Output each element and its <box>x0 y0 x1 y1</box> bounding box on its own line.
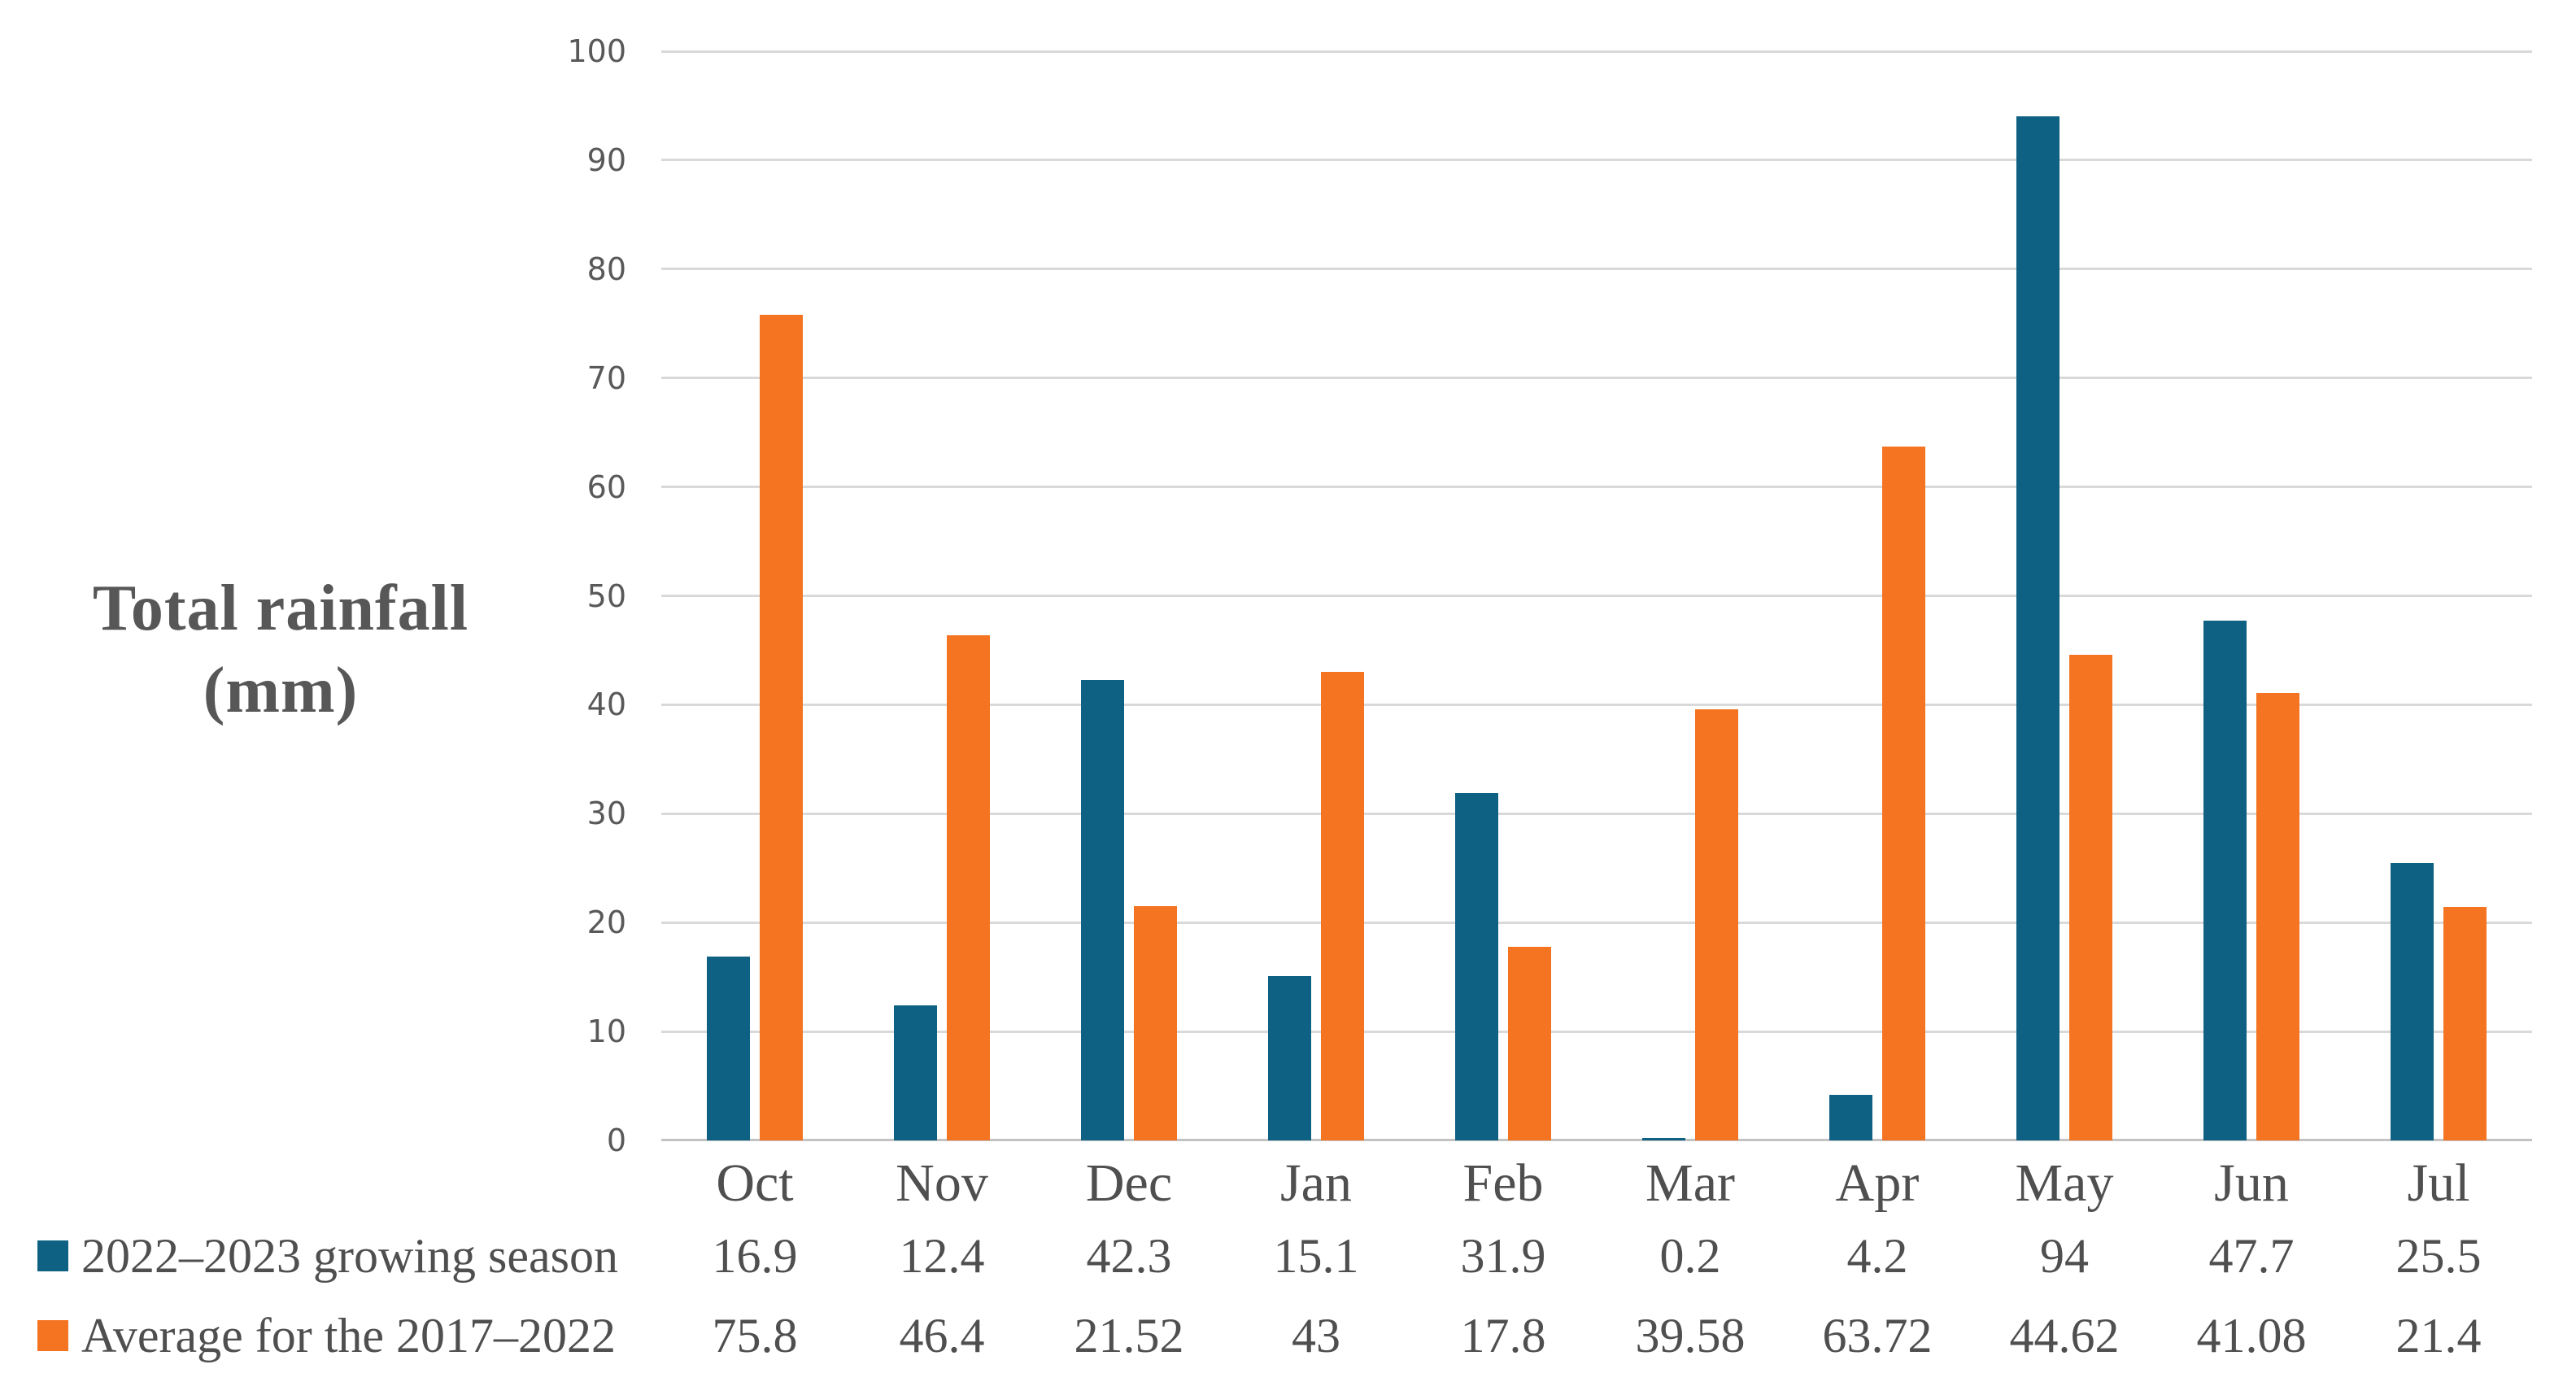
x-axis-label-jun: Jun <box>2214 1153 2289 1213</box>
bar-2022-2023-growing-season-feb <box>1455 792 1498 1140</box>
table-value-average-2017-2022-jun: 41.08 <box>2196 1309 2307 1362</box>
gridline-90 <box>661 159 2532 162</box>
y-axis-tick-label-10: 10 <box>586 1014 626 1050</box>
y-axis-tick-label-0: 0 <box>606 1123 626 1158</box>
table-value-average-2017-2022-apr: 63.72 <box>1822 1309 1933 1362</box>
bar-average-2017-2022-jun <box>2256 692 2299 1140</box>
x-axis-label-feb: Feb <box>1462 1153 1544 1213</box>
table-value-2022-2023-growing-season-jun: 47.7 <box>2208 1229 2295 1283</box>
gridline-40 <box>661 703 2532 706</box>
x-axis-label-apr: Apr <box>1835 1153 1920 1213</box>
table-value-2022-2023-growing-season-apr: 4.2 <box>1846 1229 1908 1283</box>
table-value-2022-2023-growing-season-may: 94 <box>2040 1229 2089 1283</box>
table-value-2022-2023-growing-season-oct: 16.9 <box>712 1229 798 1283</box>
y-axis-title-line2: (mm) <box>203 655 359 726</box>
y-axis-tick-label-90: 90 <box>586 142 626 178</box>
bar-average-2017-2022-dec <box>1134 905 1177 1140</box>
x-axis-label-oct: Oct <box>716 1153 794 1213</box>
table-value-2022-2023-growing-season-nov: 12.4 <box>899 1229 985 1283</box>
gridline-70 <box>661 377 2532 380</box>
y-axis-tick-label-100: 100 <box>567 33 626 69</box>
table-value-average-2017-2022-may: 44.62 <box>2009 1309 2120 1362</box>
x-axis-label-jul: Jul <box>2407 1153 2470 1213</box>
bar-2022-2023-growing-season-apr <box>1829 1094 1872 1140</box>
y-axis-title: Total rainfall (mm) <box>69 568 492 732</box>
legend-swatch-average-2017-2022 <box>37 1320 68 1351</box>
x-axis-label-dec: Dec <box>1085 1153 1173 1213</box>
bar-2022-2023-growing-season-mar <box>1642 1138 1685 1140</box>
gridline-60 <box>661 486 2532 489</box>
y-axis-tick-label-40: 40 <box>586 687 626 723</box>
table-value-average-2017-2022-jan: 43 <box>1292 1309 1340 1362</box>
table-value-average-2017-2022-feb: 17.8 <box>1460 1309 1546 1362</box>
bar-2022-2023-growing-season-jan <box>1268 975 1311 1140</box>
x-axis-label-jan: Jan <box>1280 1153 1352 1213</box>
bar-2022-2023-growing-season-jul <box>2391 862 2434 1140</box>
bar-average-2017-2022-feb <box>1508 946 1551 1140</box>
y-axis-tick-label-20: 20 <box>586 905 626 941</box>
y-axis-tick-label-60: 60 <box>586 469 626 505</box>
bar-2022-2023-growing-season-oct <box>707 956 750 1140</box>
y-axis-tick-label-30: 30 <box>586 796 626 832</box>
bar-2022-2023-growing-season-dec <box>1081 679 1124 1140</box>
x-axis-label-may: May <box>2015 1153 2114 1213</box>
bar-average-2017-2022-jan <box>1321 672 1364 1140</box>
gridline-50 <box>661 595 2532 597</box>
y-axis-tick-label-80: 80 <box>586 251 626 287</box>
table-value-average-2017-2022-nov: 46.4 <box>899 1309 985 1362</box>
bar-average-2017-2022-mar <box>1695 709 1738 1140</box>
y-axis-title-line1: Total rainfall <box>92 573 469 644</box>
bar-average-2017-2022-oct <box>760 315 803 1140</box>
legend-label-average-2017-2022: Average for the 2017–2022 <box>81 1309 617 1362</box>
x-axis-label-mar: Mar <box>1645 1153 1735 1213</box>
gridline-30 <box>661 812 2532 815</box>
table-value-average-2017-2022-mar: 39.58 <box>1635 1309 1746 1362</box>
bar-2022-2023-growing-season-nov <box>894 1005 937 1140</box>
gridline-80 <box>661 268 2532 271</box>
table-value-2022-2023-growing-season-mar: 0.2 <box>1659 1229 1721 1283</box>
legend-swatch-2022-2023-growing-season <box>37 1240 68 1271</box>
bar-2022-2023-growing-season-jun <box>2203 621 2247 1140</box>
table-value-2022-2023-growing-season-jan: 15.1 <box>1273 1229 1359 1283</box>
gridline-100 <box>661 50 2532 53</box>
bar-average-2017-2022-apr <box>1882 446 1925 1140</box>
legend-label-2022-2023-growing-season: 2022–2023 growing season <box>81 1229 618 1283</box>
bar-2022-2023-growing-season-may <box>2016 116 2059 1140</box>
bar-average-2017-2022-jul <box>2443 907 2487 1140</box>
table-value-average-2017-2022-jul: 21.4 <box>2395 1309 2482 1362</box>
bar-average-2017-2022-nov <box>947 634 990 1140</box>
y-axis-tick-label-50: 50 <box>586 578 626 614</box>
table-value-2022-2023-growing-season-dec: 42.3 <box>1086 1229 1172 1283</box>
gridline-10 <box>661 1030 2532 1033</box>
table-value-2022-2023-growing-season-feb: 31.9 <box>1460 1229 1546 1283</box>
table-value-average-2017-2022-dec: 21.52 <box>1074 1309 1184 1362</box>
table-value-average-2017-2022-oct: 75.8 <box>712 1309 798 1362</box>
y-axis-tick-label-70: 70 <box>586 360 626 396</box>
x-axis-label-nov: Nov <box>896 1153 988 1213</box>
x-axis-line <box>661 1139 2532 1141</box>
gridline-20 <box>661 921 2532 924</box>
bar-average-2017-2022-may <box>2069 654 2112 1140</box>
table-value-2022-2023-growing-season-jul: 25.5 <box>2395 1229 2482 1283</box>
